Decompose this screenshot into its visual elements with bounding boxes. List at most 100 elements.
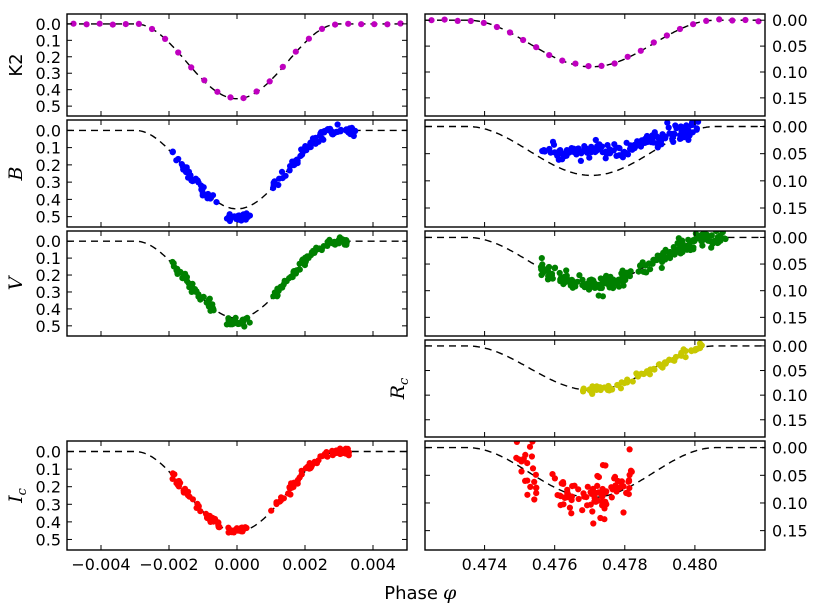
data-point bbox=[672, 122, 679, 129]
data-point bbox=[664, 120, 671, 126]
model-curve bbox=[67, 129, 407, 210]
data-point bbox=[384, 21, 391, 28]
x-tick-label: 0.478 bbox=[602, 555, 648, 574]
data-point bbox=[563, 267, 570, 274]
data-point bbox=[686, 132, 693, 139]
data-point bbox=[83, 21, 90, 28]
data-point bbox=[619, 154, 627, 161]
axes-frame bbox=[66, 440, 408, 551]
data-point bbox=[665, 124, 672, 131]
y-tick-label: 0.00 bbox=[772, 439, 808, 458]
data-point bbox=[708, 232, 715, 239]
data-point bbox=[186, 284, 193, 291]
data-point bbox=[227, 527, 234, 534]
data-point bbox=[285, 490, 292, 497]
data-point bbox=[194, 177, 201, 184]
data-point bbox=[624, 376, 631, 383]
data-point bbox=[595, 474, 603, 481]
data-point bbox=[183, 168, 191, 175]
data-point bbox=[428, 17, 435, 24]
data-point bbox=[292, 158, 299, 165]
y-tick-label: 0.2 bbox=[36, 478, 61, 497]
data-point bbox=[590, 520, 597, 527]
axes-frame bbox=[66, 13, 408, 117]
data-point bbox=[278, 168, 286, 175]
data-point bbox=[226, 215, 233, 222]
data-point bbox=[315, 457, 322, 464]
data-point bbox=[232, 319, 239, 326]
y-tick-label: 0.10 bbox=[772, 63, 808, 82]
y-tick-label: 0.15 bbox=[772, 308, 808, 327]
data-point bbox=[593, 386, 600, 393]
data-point bbox=[581, 284, 588, 291]
data-point bbox=[544, 276, 552, 283]
svg-text:B: B bbox=[5, 166, 27, 181]
data-point bbox=[371, 21, 378, 28]
data-point bbox=[315, 138, 322, 145]
data-point bbox=[268, 507, 275, 514]
data-points bbox=[428, 16, 762, 70]
data-point bbox=[714, 234, 721, 241]
data-point bbox=[683, 246, 691, 253]
panel-k2-primary: 0.00.10.20.30.40.5 bbox=[36, 13, 408, 117]
data-point bbox=[663, 32, 671, 39]
data-point bbox=[246, 319, 253, 326]
data-point bbox=[612, 482, 619, 489]
data-point bbox=[556, 269, 563, 277]
data-point bbox=[162, 35, 169, 43]
data-point bbox=[599, 502, 606, 509]
data-point bbox=[579, 276, 586, 283]
data-point bbox=[631, 141, 638, 149]
y-tick-label: 0.05 bbox=[772, 362, 808, 381]
data-point bbox=[358, 21, 365, 28]
data-point bbox=[342, 240, 349, 247]
y-tick-label: 0.10 bbox=[772, 172, 808, 191]
x-tick-label: 0.002 bbox=[282, 555, 328, 574]
data-point bbox=[538, 265, 545, 273]
data-point bbox=[189, 496, 196, 503]
data-point bbox=[613, 144, 620, 151]
data-point bbox=[539, 148, 546, 155]
panel-ic-primary: 0.00.10.20.30.40.5 −0.004 −0.002 0.000 0.002… bbox=[36, 440, 408, 574]
data-point bbox=[698, 237, 705, 244]
data-point bbox=[274, 288, 281, 295]
data-point bbox=[310, 247, 317, 254]
data-point bbox=[584, 502, 591, 509]
data-point bbox=[513, 441, 520, 445]
data-point bbox=[671, 131, 678, 138]
data-point bbox=[594, 497, 602, 504]
data-point bbox=[617, 385, 625, 392]
data-point bbox=[524, 460, 531, 467]
model-curve bbox=[67, 23, 407, 100]
data-point bbox=[574, 278, 581, 285]
data-point bbox=[206, 302, 213, 309]
y-tick-label: 0.3 bbox=[36, 173, 61, 192]
x-tick-label: 0.474 bbox=[462, 555, 508, 574]
data-point bbox=[506, 29, 514, 36]
data-point bbox=[292, 48, 299, 55]
x-axis-label: Phase bbox=[384, 583, 438, 604]
x-axis-label-symbol: φ bbox=[443, 582, 457, 604]
data-point bbox=[337, 126, 344, 133]
model-curve bbox=[67, 240, 407, 319]
data-point bbox=[109, 21, 116, 28]
panel-b-primary: 0.00.10.20.30.40.5 bbox=[36, 119, 408, 228]
y-tick-label: 0.2 bbox=[36, 48, 61, 67]
data-point bbox=[672, 249, 679, 256]
data-point bbox=[658, 264, 665, 271]
data-point bbox=[524, 491, 531, 498]
data-point bbox=[589, 508, 596, 515]
data-point bbox=[683, 122, 690, 129]
data-point bbox=[651, 133, 658, 140]
data-point bbox=[179, 273, 187, 280]
data-point bbox=[532, 471, 540, 478]
y-tick-label: 0.05 bbox=[772, 466, 808, 485]
data-point bbox=[670, 244, 677, 251]
data-point bbox=[608, 494, 615, 501]
data-point bbox=[345, 20, 352, 27]
y-tick-label: 0.4 bbox=[36, 190, 61, 209]
data-point bbox=[493, 23, 500, 31]
data-point bbox=[551, 475, 559, 482]
y-tick-label: 0.0 bbox=[36, 232, 61, 251]
